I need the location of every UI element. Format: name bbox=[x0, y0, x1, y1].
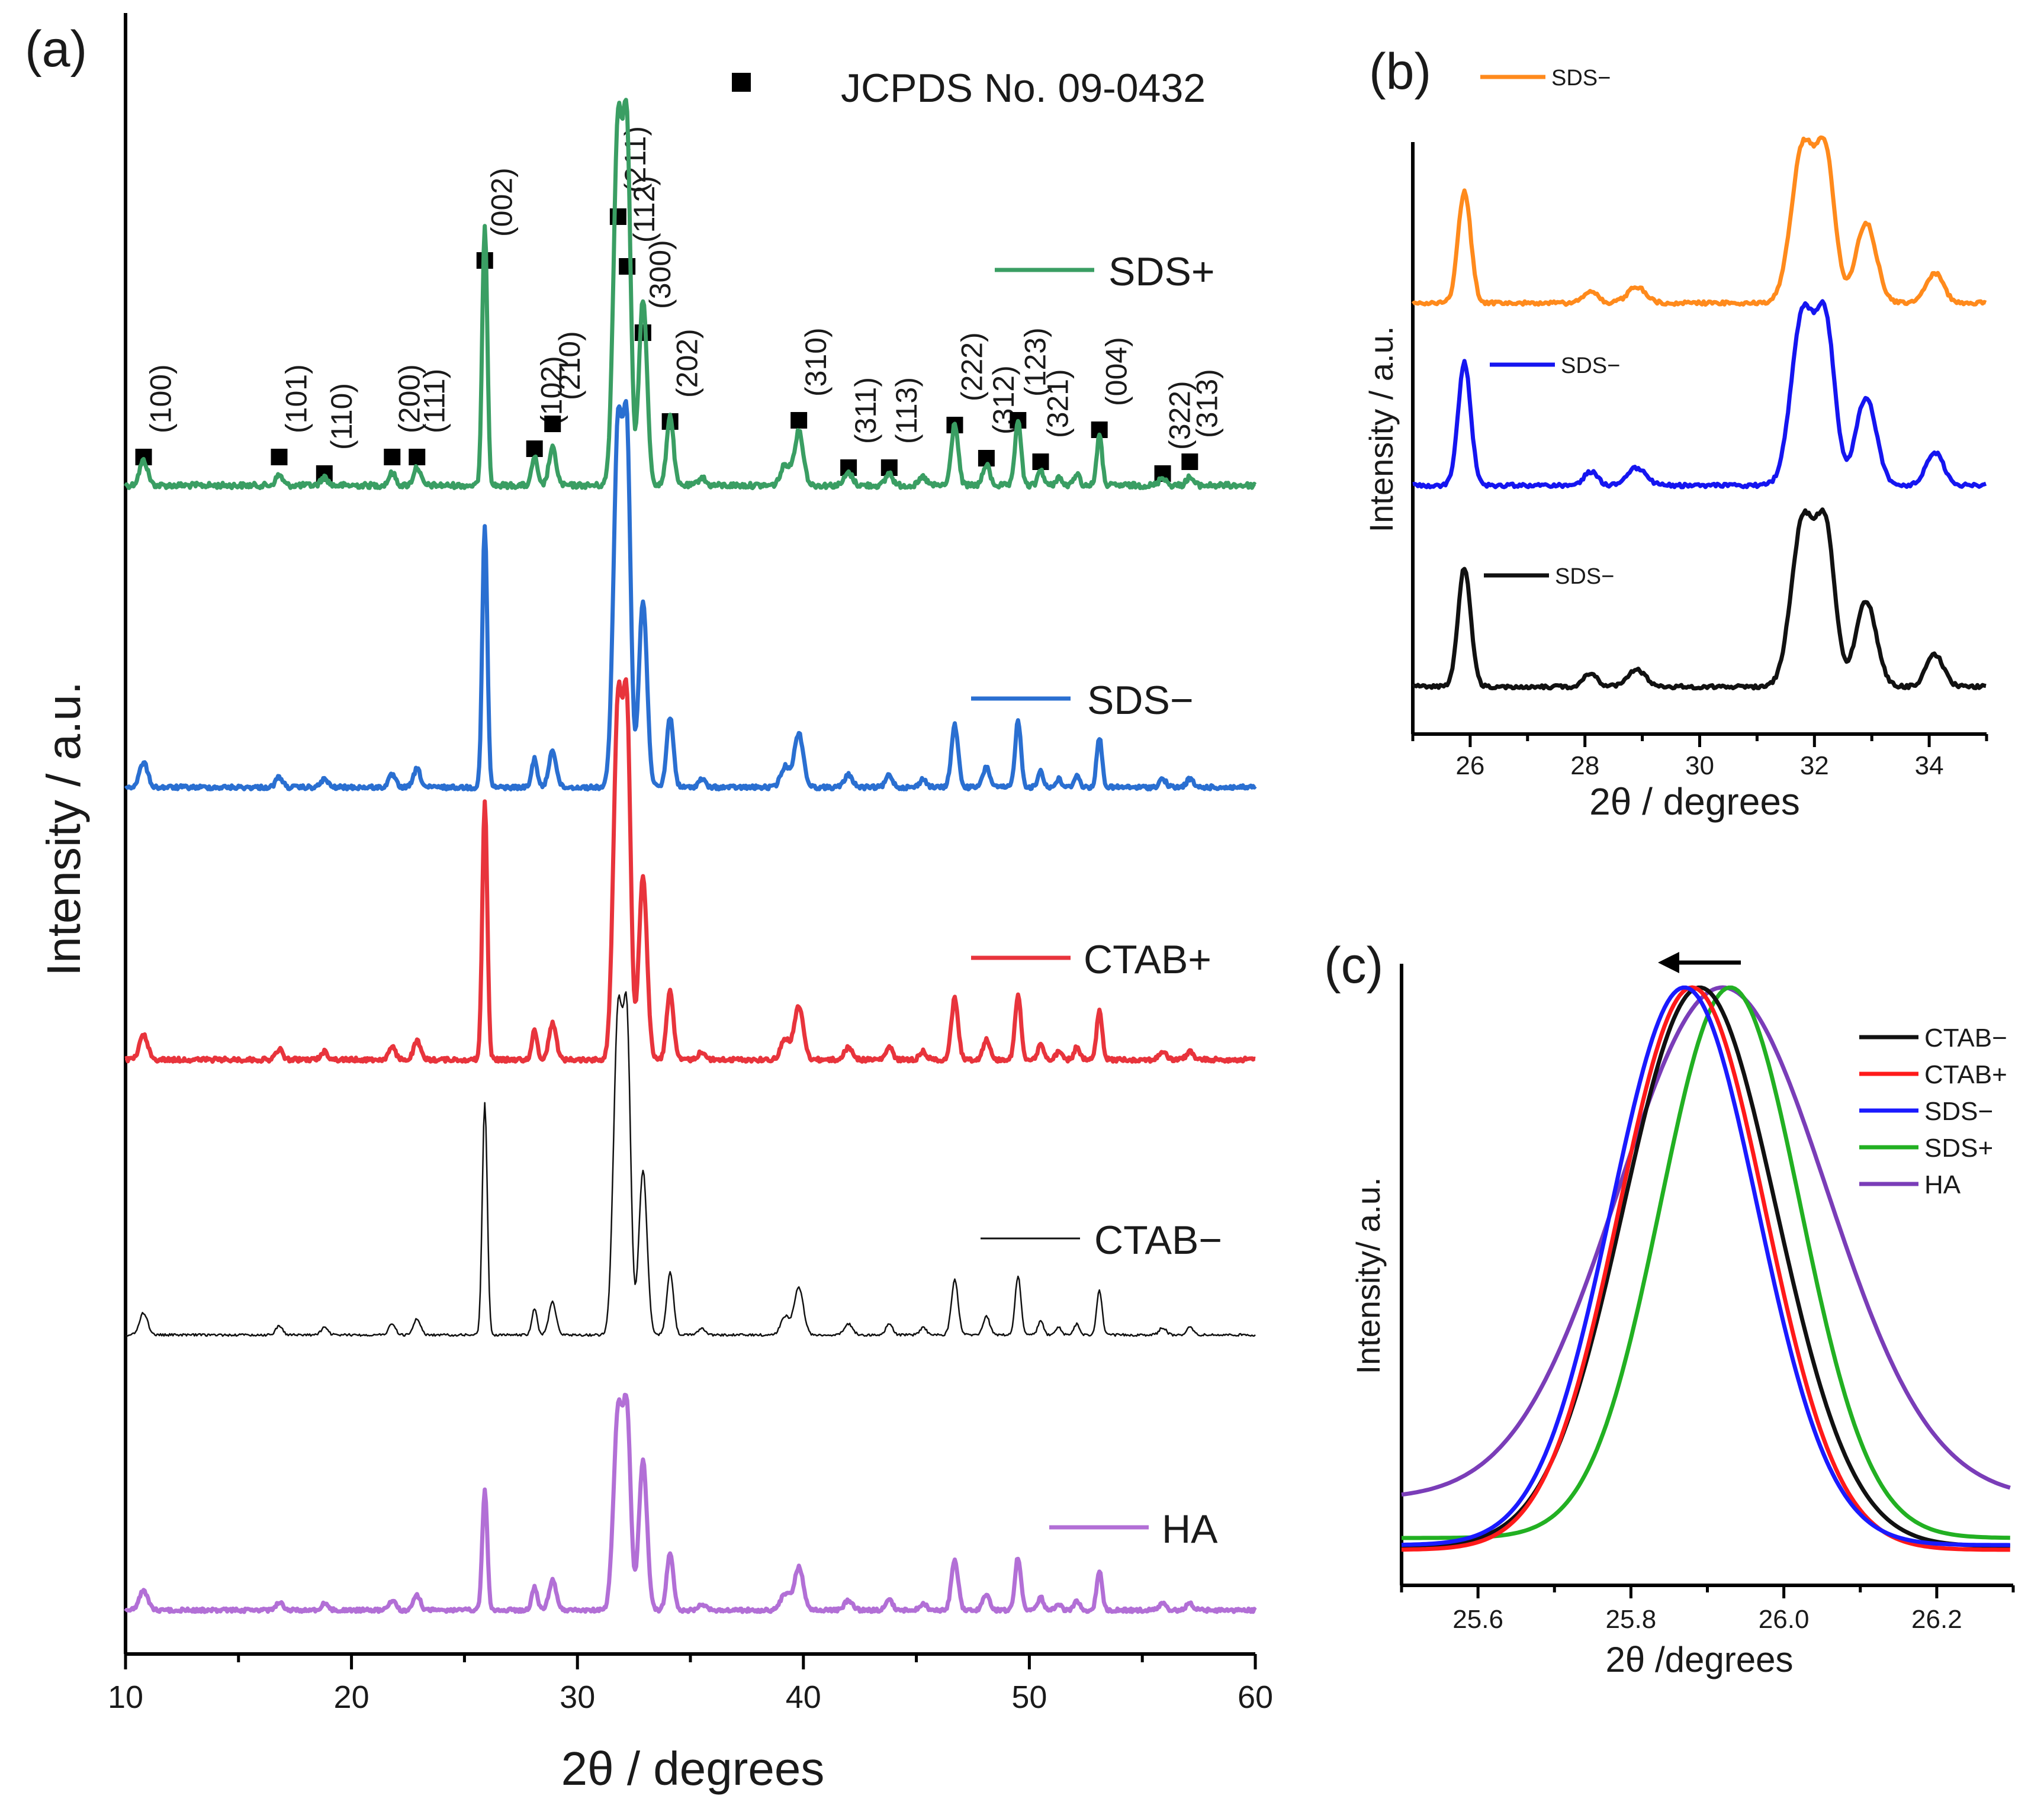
ref-marker-200 bbox=[384, 449, 401, 465]
panel-c-series-sds-minus-line bbox=[1401, 985, 2010, 1547]
panel-c-series-ha-line bbox=[1401, 985, 2011, 1497]
panel-b-y-axis-title: Intensity / a.u. bbox=[1362, 326, 1400, 533]
panel-c-legend: CTAB− CTAB+ SDS− SDS+ HA bbox=[1859, 1024, 2007, 1199]
x-tick-label: 26.0 bbox=[1759, 1605, 1810, 1634]
x-tick-label: 60 bbox=[1238, 1679, 1273, 1715]
panel-b-x-tick-labels: 26 28 30 32 34 bbox=[1455, 751, 1943, 780]
peak-shift-arrow-icon bbox=[1658, 952, 1679, 973]
x-tick-label: 20 bbox=[334, 1679, 369, 1715]
ref-marker-112 bbox=[619, 258, 636, 275]
panel-b-x-ticks bbox=[1411, 734, 1988, 747]
ref-label-322: (322) bbox=[1164, 381, 1197, 450]
ref-marker-321 bbox=[1032, 453, 1049, 470]
legend-label-ha: HA bbox=[1162, 1507, 1218, 1552]
legend-label-sds-plus: SDS+ bbox=[1108, 249, 1215, 294]
series-ha-line bbox=[124, 1392, 1257, 1614]
ref-label-111: (111) bbox=[417, 369, 451, 433]
panel-c: (c) 25.6 25.8 26.0 26.2 2θ /degrees Inte… bbox=[1324, 937, 2015, 1679]
ref-label-102: (102) bbox=[535, 356, 568, 425]
x-tick-label: 34 bbox=[1915, 751, 1944, 780]
panel-a-x-tick-labels: 10 20 30 40 50 60 bbox=[108, 1679, 1273, 1715]
panel-a-x-axis-title: 2θ / degrees bbox=[561, 1742, 825, 1795]
ref-label-113: (113) bbox=[890, 377, 923, 444]
ref-label-110: (110) bbox=[325, 383, 358, 450]
legend-label-ctab-minus: CTAB− bbox=[1924, 1024, 2007, 1053]
ref-marker-111 bbox=[409, 449, 426, 465]
panel-b-series-orange-line bbox=[1411, 135, 1987, 307]
legend-label-ctab-plus: CTAB+ bbox=[1084, 937, 1211, 982]
panel-c-series-sds-plus-line bbox=[1402, 985, 2010, 1540]
panel-b: (b) 26 28 30 32 34 2θ / degrees Intensit… bbox=[1362, 43, 1988, 823]
x-tick-label: 10 bbox=[108, 1679, 143, 1715]
legend-label-ha: HA bbox=[1924, 1170, 1961, 1199]
x-tick-label: 25.8 bbox=[1606, 1605, 1657, 1634]
reference-peak-markers: (100) (101) (110) (200) (111) (002) (102… bbox=[135, 126, 1223, 482]
ref-label-321: (321) bbox=[1041, 369, 1074, 438]
ref-marker-210 bbox=[544, 416, 561, 432]
ref-marker-313 bbox=[1181, 453, 1198, 470]
jcpds-legend-marker bbox=[732, 73, 751, 92]
panel-a-label: (a) bbox=[25, 21, 87, 78]
legend-label-sds-plus: SDS+ bbox=[1924, 1134, 1993, 1163]
panel-c-x-tick-labels: 25.6 25.8 26.0 26.2 bbox=[1452, 1605, 1962, 1634]
ref-label-002: (002) bbox=[486, 168, 519, 237]
ref-label-313: (313) bbox=[1190, 369, 1223, 438]
x-tick-label: 40 bbox=[786, 1679, 821, 1715]
ref-label-202: (202) bbox=[671, 329, 704, 398]
series-sds-minus-line bbox=[124, 399, 1257, 791]
panel-c-x-ticks bbox=[1400, 1585, 2015, 1598]
ref-marker-300 bbox=[634, 324, 651, 341]
ref-label-200: (200) bbox=[393, 364, 426, 433]
panel-c-label: (c) bbox=[1324, 937, 1383, 994]
panel-b-series-blue-line bbox=[1412, 299, 1987, 490]
panel-c-series-ctab-minus-line bbox=[1402, 985, 2010, 1549]
x-tick-label: 50 bbox=[1011, 1679, 1047, 1715]
series-ctab-plus-line bbox=[124, 677, 1256, 1064]
ref-label-112: (112) bbox=[628, 176, 661, 243]
panel-b-legend-label-orange: SDS− bbox=[1551, 66, 1611, 91]
ref-label-311: (311) bbox=[849, 377, 882, 444]
x-tick-label: 30 bbox=[560, 1679, 595, 1715]
ref-label-211: (211) bbox=[619, 126, 652, 193]
ref-label-310: (310) bbox=[799, 327, 833, 397]
panel-b-series-black-line bbox=[1412, 507, 1987, 691]
legend-label-sds-minus: SDS− bbox=[1924, 1097, 1993, 1126]
ref-label-300: (300) bbox=[644, 240, 677, 309]
x-tick-label: 30 bbox=[1685, 751, 1714, 780]
panel-a: (a) 10 20 30 40 50 60 2θ / degrees Inten… bbox=[25, 13, 1273, 1795]
ref-marker-211 bbox=[609, 208, 626, 225]
ref-label-222: (222) bbox=[955, 332, 988, 401]
ref-marker-310 bbox=[790, 412, 808, 429]
panel-c-series-ctab-plus-line bbox=[1401, 985, 2010, 1552]
panel-b-x-axis-title: 2θ / degrees bbox=[1589, 780, 1800, 823]
legend-label-ctab-minus: CTAB− bbox=[1094, 1218, 1222, 1263]
series-sds-plus-line bbox=[123, 98, 1257, 490]
ref-label-101: (101) bbox=[279, 364, 313, 433]
x-tick-label: 26 bbox=[1455, 751, 1484, 780]
panel-b-legend-label-blue: SDS− bbox=[1561, 353, 1620, 378]
series-ctab-minus-line bbox=[125, 991, 1256, 1337]
x-tick-label: 26.2 bbox=[1911, 1605, 1962, 1634]
panel-b-legend-label-black: SDS− bbox=[1555, 564, 1614, 589]
legend-label-sds-minus: SDS− bbox=[1087, 678, 1194, 723]
panel-b-label: (b) bbox=[1369, 43, 1431, 100]
panel-c-x-axis-title: 2θ /degrees bbox=[1606, 1640, 1794, 1679]
panel-a-x-ticks bbox=[124, 1654, 1257, 1669]
ref-label-210: (210) bbox=[553, 331, 586, 400]
x-tick-label: 28 bbox=[1570, 751, 1599, 780]
panel-c-y-axis-title: Intensity/ a.u. bbox=[1349, 1177, 1387, 1374]
panel-a-y-axis-title: Intensity / a.u. bbox=[37, 681, 90, 976]
ref-marker-101 bbox=[271, 449, 288, 465]
ref-label-100: (100) bbox=[144, 364, 178, 433]
x-tick-label: 25.6 bbox=[1452, 1605, 1503, 1634]
ref-label-123: (123) bbox=[1018, 327, 1052, 397]
x-tick-label: 32 bbox=[1800, 751, 1829, 780]
legend-label-ctab-plus: CTAB+ bbox=[1924, 1060, 2007, 1089]
ref-label-004: (004) bbox=[1100, 337, 1133, 406]
ref-marker-102 bbox=[526, 440, 543, 457]
jcpds-legend-label: JCPDS No. 09-0432 bbox=[841, 66, 1206, 111]
